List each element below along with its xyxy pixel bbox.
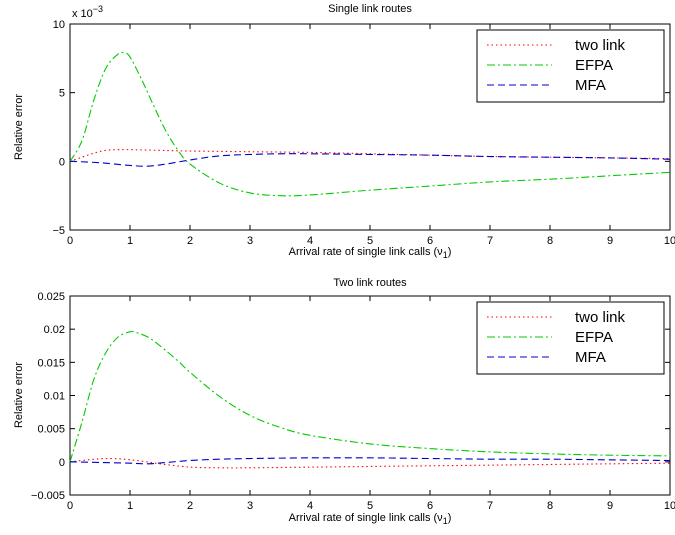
- x-tick-label: 1: [127, 500, 133, 512]
- chart-title-top: Single link routes: [328, 3, 412, 15]
- legend-top: two link EFPA MFA: [476, 29, 665, 103]
- series-line-two-link: [69, 457, 671, 469]
- x-tick-label: 7: [487, 235, 493, 247]
- y-tick-label: 0.015: [37, 357, 65, 369]
- legend-box: [476, 29, 665, 103]
- x-tick-label: 2: [187, 500, 193, 512]
- series-line-mfa: [69, 153, 671, 167]
- x-tick-label: 4: [307, 500, 313, 512]
- y-tick-label: 0.02: [44, 324, 65, 336]
- x-tick-label: 7: [487, 500, 493, 512]
- exponent-label-top: x 10−3: [72, 4, 103, 20]
- x-tick-label: 2: [187, 235, 193, 247]
- y-axis-label-top: Relative error: [13, 94, 25, 160]
- x-tick-label: 10: [664, 500, 675, 512]
- y-tick-label: 0.005: [37, 424, 65, 436]
- x-tick-label: 9: [607, 500, 613, 512]
- x-tick-label: 5: [367, 235, 373, 247]
- x-tick-label: 6: [427, 235, 433, 247]
- x-tick-label: 3: [247, 235, 253, 247]
- y-tick-label: 0: [59, 156, 65, 168]
- legend-bottom: two link EFPA MFA: [476, 301, 665, 375]
- legend-entry: two link: [575, 37, 626, 54]
- legend-entry: two link: [575, 309, 626, 326]
- x-axis-label-bottom: Arrival rate of single link calls (ν1): [289, 512, 452, 526]
- x-axis-label-top: Arrival rate of single link calls (ν1): [289, 246, 452, 260]
- chart-title-bottom: Two link routes: [333, 277, 407, 289]
- y-tick-label: 5: [59, 88, 65, 100]
- x-tick-label: 6: [427, 500, 433, 512]
- series-group-top: [69, 51, 671, 197]
- x-tick-label: 3: [247, 500, 253, 512]
- y-tick-label: 10: [53, 19, 65, 31]
- x-tick-label: 10: [664, 235, 675, 247]
- x-tick-label: 0: [67, 500, 73, 512]
- y-tick-label: 0: [59, 457, 65, 469]
- series-line-two-link: [69, 149, 671, 162]
- series-line-mfa: [69, 457, 671, 465]
- axis-ticks-bottom: 0 1 2 3 4 5 6 7 8 9 10−0.00500.0050.010.0150.020.0…: [31, 291, 675, 512]
- legend-entry: EFPA: [575, 57, 613, 74]
- series-line-efpa: [69, 51, 671, 197]
- y-tick-label: 0.025: [37, 291, 65, 303]
- y-axis-label-bottom: Relative error: [13, 362, 25, 428]
- legend-entry: MFA: [575, 349, 606, 366]
- x-tick-label: 4: [307, 235, 313, 247]
- legend-entry: MFA: [575, 77, 606, 94]
- legend-entry: EFPA: [575, 329, 613, 346]
- x-tick-label: 5: [367, 500, 373, 512]
- legend-box: [476, 301, 665, 375]
- x-tick-label: 8: [547, 500, 553, 512]
- subplot-two-link: Two link routes 0 1 2 3 4 5 6 7 8 9 10−0.00500.005…: [13, 277, 675, 526]
- x-tick-label: 0: [67, 235, 73, 247]
- y-tick-label: −0.005: [31, 490, 65, 502]
- y-tick-label: 0.01: [44, 391, 65, 403]
- subplot-single-link: Single link routes x 10−3 0 1 2 3 4 5 6 7 8 9 10 −5…: [13, 3, 675, 260]
- series-group-bottom: [69, 330, 671, 469]
- y-tick-label: −5: [52, 225, 65, 237]
- x-tick-label: 1: [127, 235, 133, 247]
- x-tick-label: 8: [547, 235, 553, 247]
- x-tick-label: 9: [607, 235, 613, 247]
